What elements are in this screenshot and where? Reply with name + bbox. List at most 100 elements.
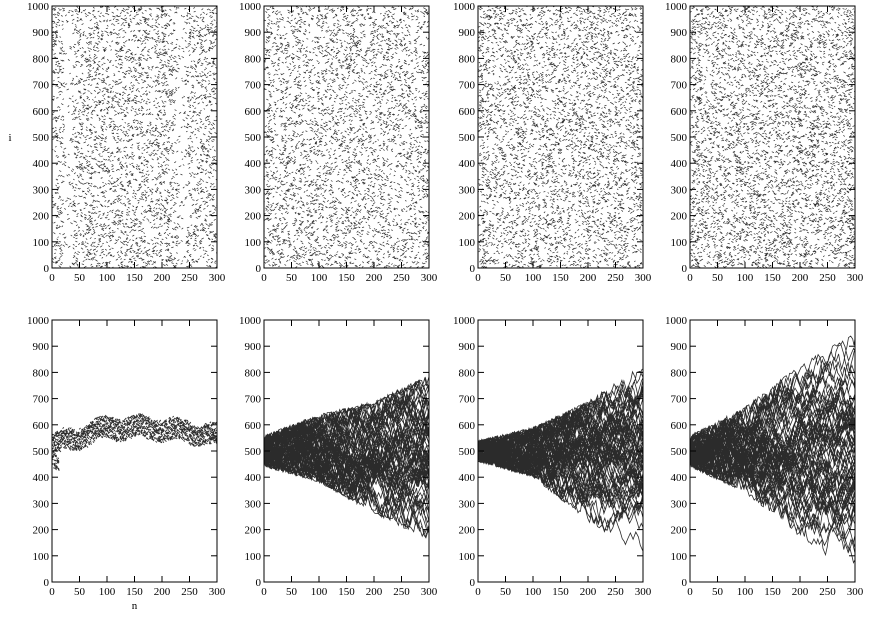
ticks: 0 50 100 150 200 250 300 0 100 200 300 400 500 600 700… bbox=[239, 315, 438, 598]
y-tick-label: 200 bbox=[245, 525, 262, 537]
x-tick-label: 300 bbox=[635, 586, 652, 598]
y-tick-label: 900 bbox=[459, 27, 476, 39]
x-tick-label: 100 bbox=[525, 586, 542, 598]
x-axis-label: n bbox=[132, 600, 138, 612]
y-tick-label: 300 bbox=[245, 498, 262, 510]
y-tick-label: 200 bbox=[33, 211, 50, 223]
y-tick-label: 100 bbox=[459, 237, 476, 249]
y-tick-label: 300 bbox=[459, 184, 476, 196]
y-tick-label: 600 bbox=[671, 106, 688, 118]
x-tick-label: 200 bbox=[154, 586, 171, 598]
x-tick-label: 250 bbox=[607, 272, 624, 284]
x-tick-label: 150 bbox=[338, 272, 355, 284]
x-tick-label: 250 bbox=[181, 586, 198, 598]
y-tick-label: 0 bbox=[470, 577, 476, 589]
y-tick-label: 400 bbox=[245, 158, 262, 170]
y-tick-label: 300 bbox=[33, 184, 50, 196]
x-tick-label: 100 bbox=[737, 272, 754, 284]
data-points bbox=[52, 413, 217, 471]
plot-area bbox=[52, 413, 217, 471]
data-walks bbox=[264, 376, 429, 539]
panel-r0-c0: 0 50 100 150 200 250 300 0 100 200 300 400 500 600 700… bbox=[8, 1, 225, 284]
x-tick-label: 200 bbox=[580, 272, 597, 284]
y-tick-label: 200 bbox=[671, 211, 688, 223]
y-tick-label: 500 bbox=[459, 446, 476, 458]
y-tick-label: 500 bbox=[245, 446, 262, 458]
y-tick-label: 500 bbox=[671, 446, 688, 458]
y-tick-label: 700 bbox=[33, 394, 50, 406]
y-tick-label: 400 bbox=[459, 472, 476, 484]
y-tick-label: 700 bbox=[33, 80, 50, 92]
plot-area bbox=[478, 6, 643, 268]
y-tick-label: 200 bbox=[245, 211, 262, 223]
plot-area bbox=[478, 368, 643, 552]
y-tick-label: 900 bbox=[245, 27, 262, 39]
y-tick-label: 600 bbox=[459, 420, 476, 432]
x-tick-label: 50 bbox=[500, 272, 512, 284]
y-tick-label: 800 bbox=[245, 53, 262, 65]
x-tick-label: 200 bbox=[154, 272, 171, 284]
data-walks bbox=[690, 335, 855, 564]
x-tick-label: 0 bbox=[49, 272, 55, 284]
x-tick-label: 0 bbox=[261, 586, 267, 598]
y-tick-label: 300 bbox=[33, 498, 50, 510]
plot-area bbox=[264, 376, 429, 539]
y-tick-label: 800 bbox=[33, 367, 50, 379]
x-tick-label: 50 bbox=[74, 586, 86, 598]
x-tick-label: 300 bbox=[209, 272, 226, 284]
y-tick-label: 100 bbox=[459, 551, 476, 563]
y-tick-label: 0 bbox=[682, 263, 688, 275]
y-tick-label: 600 bbox=[245, 420, 262, 432]
x-tick-label: 0 bbox=[687, 586, 693, 598]
plot-area bbox=[264, 6, 429, 268]
y-tick-label: 100 bbox=[33, 551, 50, 563]
y-tick-label: 600 bbox=[245, 106, 262, 118]
plot-frame bbox=[689, 5, 856, 269]
y-tick-label: 800 bbox=[33, 53, 50, 65]
ticks: 0 50 100 150 200 250 300 0 100 200 300 400 500 600 700… bbox=[665, 315, 864, 598]
x-tick-label: 100 bbox=[311, 586, 328, 598]
data-points bbox=[52, 6, 217, 268]
x-tick-label: 150 bbox=[126, 586, 143, 598]
y-tick-label: 400 bbox=[245, 472, 262, 484]
x-tick-label: 300 bbox=[635, 272, 652, 284]
y-tick-label: 700 bbox=[671, 80, 688, 92]
x-tick-label: 0 bbox=[49, 586, 55, 598]
x-tick-label: 300 bbox=[209, 586, 226, 598]
data-points bbox=[264, 6, 429, 268]
y-tick-label: 0 bbox=[682, 577, 688, 589]
x-tick-label: 50 bbox=[74, 272, 86, 284]
panel-r0-c3: 0 50 100 150 200 250 300 0 100 200 300 400 500 600 700… bbox=[665, 1, 864, 284]
x-tick-label: 250 bbox=[393, 272, 410, 284]
y-tick-label: 100 bbox=[671, 551, 688, 563]
plot-frame bbox=[51, 319, 218, 583]
y-tick-label: 900 bbox=[671, 27, 688, 39]
x-tick-label: 300 bbox=[847, 272, 864, 284]
x-tick-label: 0 bbox=[475, 272, 481, 284]
x-tick-label: 250 bbox=[393, 586, 410, 598]
y-tick-label: 100 bbox=[245, 551, 262, 563]
x-tick-label: 200 bbox=[792, 272, 809, 284]
y-tick-label: 0 bbox=[256, 263, 262, 275]
y-tick-label: 800 bbox=[671, 367, 688, 379]
y-tick-label: 300 bbox=[671, 184, 688, 196]
y-tick-label: 700 bbox=[671, 394, 688, 406]
y-tick-label: 1000 bbox=[665, 1, 688, 13]
x-tick-label: 100 bbox=[99, 586, 116, 598]
y-tick-label: 600 bbox=[459, 106, 476, 118]
y-axis-label: i bbox=[8, 132, 11, 144]
y-tick-label: 900 bbox=[459, 341, 476, 353]
y-tick-label: 400 bbox=[33, 472, 50, 484]
y-tick-label: 300 bbox=[459, 498, 476, 510]
x-tick-label: 300 bbox=[421, 586, 438, 598]
y-tick-label: 400 bbox=[671, 158, 688, 170]
y-tick-label: 900 bbox=[245, 341, 262, 353]
x-tick-label: 0 bbox=[687, 272, 693, 284]
x-tick-label: 50 bbox=[712, 272, 724, 284]
data-points bbox=[690, 6, 855, 268]
x-tick-label: 200 bbox=[792, 586, 809, 598]
x-tick-label: 100 bbox=[99, 272, 116, 284]
y-tick-label: 0 bbox=[256, 577, 262, 589]
y-tick-label: 700 bbox=[245, 80, 262, 92]
